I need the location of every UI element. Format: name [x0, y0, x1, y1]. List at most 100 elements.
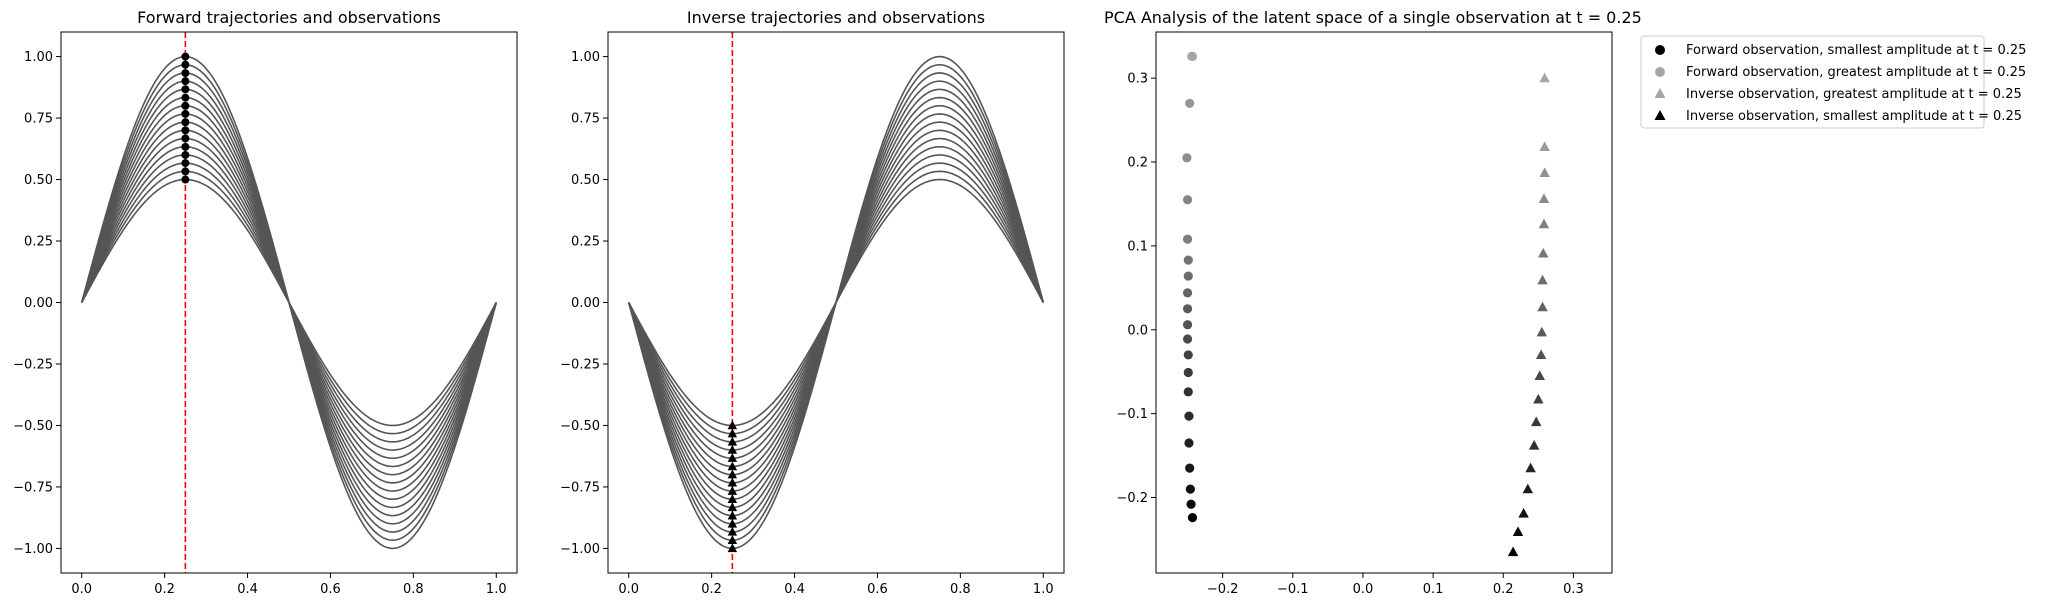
y-tick-label: −0.25: [560, 357, 600, 372]
pca-point-inverse: [1537, 274, 1548, 285]
pca-point-inverse: [1531, 416, 1542, 427]
y-tick-label: −0.1: [1116, 407, 1148, 422]
pca-point-forward: [1183, 255, 1193, 265]
pca-point-forward: [1183, 367, 1193, 378]
pca-point-forward: [1183, 350, 1193, 360]
x-tick-label: 0.0: [1353, 582, 1374, 597]
observation-point: [727, 461, 738, 471]
y-tick-label: 0.50: [24, 173, 53, 188]
x-tick-label: 0.1: [1423, 582, 1444, 597]
observation-point: [727, 436, 738, 446]
observation-point: [727, 494, 738, 503]
trajectory-line: [627, 55, 1045, 550]
legend-box: [1640, 35, 1985, 129]
y-tick-label: 0.1: [1127, 239, 1148, 254]
pca-point-forward: [1182, 153, 1192, 163]
observation-point: [181, 77, 190, 86]
pca-point-forward: [1186, 499, 1196, 509]
legend-entry: Inverse observation, smallest amplitude …: [1654, 109, 2022, 124]
pca-point-inverse: [1538, 218, 1550, 229]
legend-entry: Forward observation, smallest amplitude …: [1655, 43, 2026, 58]
axes-frame: [1155, 31, 1613, 574]
trajectory-line: [80, 55, 498, 550]
observation-point: [181, 126, 190, 135]
y-tick-label: −0.50: [13, 419, 53, 434]
legend-marker-circle: [1655, 45, 1665, 55]
x-tick-label: 0.4: [237, 582, 258, 597]
pca-point-inverse: [1518, 507, 1529, 518]
observation-point: [727, 543, 738, 553]
y-tick-label: −1.00: [13, 542, 53, 557]
pca-point-forward: [1184, 438, 1194, 448]
pca-point-forward: [1185, 484, 1195, 494]
y-tick-label: −0.25: [13, 357, 53, 372]
panel-title: Inverse trajectories and observations: [687, 8, 985, 27]
observation-point: [727, 535, 738, 545]
inverse-trajectories-panel: Inverse trajectories and observations 0.…: [560, 8, 1065, 597]
observation-point: [727, 510, 738, 520]
y-tick-label: 1.00: [571, 50, 600, 65]
pca-point-inverse: [1507, 546, 1519, 557]
observation-point: [727, 486, 738, 495]
pca-point-inverse: [1538, 193, 1550, 204]
observation-point: [181, 175, 190, 184]
pca-point-inverse: [1537, 301, 1548, 312]
observation-point: [181, 167, 190, 176]
observation-point: [181, 118, 190, 127]
pca-point-inverse: [1538, 247, 1549, 258]
y-tick-label: 0.3: [1127, 72, 1148, 87]
y-tick-label: 0.75: [24, 112, 53, 127]
x-tick-label: 0.0: [71, 582, 92, 597]
legend-label: Inverse observation, smallest amplitude …: [1686, 109, 2022, 124]
legend-marker-triangle: [1654, 88, 1666, 98]
axes-frame: [60, 31, 518, 574]
y-tick-label: 0.0: [1127, 323, 1148, 338]
x-tick-label: 0.2: [1493, 582, 1514, 597]
observation-point: [727, 526, 738, 536]
y-tick-label: 0.00: [24, 296, 53, 311]
observation-point: [727, 445, 738, 454]
y-tick-label: −0.2: [1116, 491, 1148, 506]
observation-point: [727, 469, 738, 479]
pca-point-inverse: [1533, 393, 1544, 404]
pca-point-forward: [1185, 463, 1195, 473]
legend-entry: Forward observation, greatest amplitude …: [1655, 65, 2026, 80]
legend: Forward observation, smallest amplitude …: [1640, 35, 2026, 129]
pca-point-inverse: [1539, 167, 1550, 178]
pca-point-inverse: [1528, 440, 1540, 450]
forward-trajectories-panel: Forward trajectories and observations 0.…: [13, 8, 518, 597]
x-tick-label: 0.3: [1563, 582, 1584, 597]
pca-point-inverse: [1534, 370, 1545, 381]
pca-point-inverse: [1522, 483, 1534, 494]
pca-point-inverse: [1535, 349, 1547, 360]
legend-entry: Inverse observation, greatest amplitude …: [1654, 87, 2022, 102]
pca-point-forward: [1182, 334, 1193, 344]
observation-point: [181, 150, 190, 159]
legend-label: Inverse observation, greatest amplitude …: [1686, 87, 2022, 102]
observation-point: [181, 52, 190, 61]
x-tick-label: 1.0: [486, 582, 507, 597]
y-tick-label: 0.00: [571, 296, 600, 311]
legend-label: Forward observation, greatest amplitude …: [1686, 65, 2026, 80]
panel-title: PCA Analysis of the latent space of a si…: [1104, 8, 1642, 27]
pca-point-forward: [1183, 271, 1193, 281]
y-tick-label: 0.75: [571, 112, 600, 127]
observation-point: [727, 477, 738, 487]
legend-label: Forward observation, smallest amplitude …: [1686, 43, 2026, 58]
observation-point: [181, 159, 190, 168]
y-tick-label: −1.00: [560, 542, 600, 557]
x-tick-label: 0.4: [784, 582, 805, 597]
observation-point: [181, 101, 190, 110]
x-tick-label: −0.2: [1207, 582, 1239, 597]
pca-point-forward: [1187, 51, 1198, 61]
y-tick-label: −0.75: [560, 480, 600, 495]
legend-marker-triangle: [1654, 110, 1666, 120]
observation-point: [727, 453, 738, 462]
x-tick-label: −0.1: [1277, 582, 1309, 597]
y-tick-label: 0.2: [1127, 156, 1148, 171]
x-tick-label: 0.6: [867, 582, 888, 597]
observation-point: [181, 109, 190, 118]
observation-point: [181, 142, 190, 151]
y-tick-label: 0.25: [24, 235, 53, 250]
pca-point-forward: [1184, 411, 1194, 421]
